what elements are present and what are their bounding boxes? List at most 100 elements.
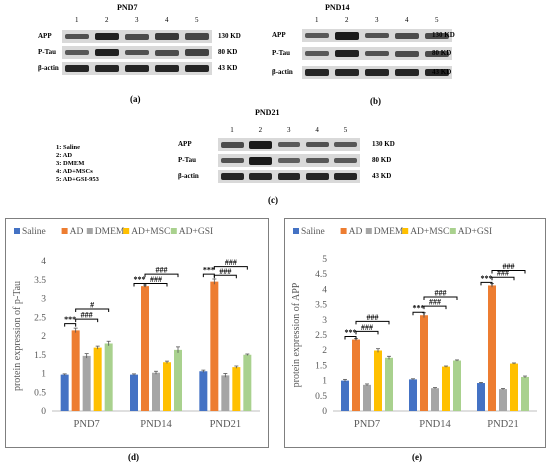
bar	[210, 281, 219, 411]
blot-band	[305, 32, 329, 39]
bar	[221, 375, 230, 411]
band-label: β-actin	[178, 172, 199, 180]
y-tick-label: 1	[41, 370, 46, 380]
blot-band	[425, 50, 449, 57]
significance-bracket	[144, 283, 168, 287]
key-item: 5: AD+GSI-953	[56, 176, 99, 183]
legend-label: AD	[349, 227, 363, 237]
legend-swatch	[123, 228, 130, 234]
significance-label: ***	[413, 304, 425, 313]
lane-number: 2	[345, 16, 349, 24]
y-tick-label: 3	[322, 316, 327, 326]
y-tick-label: 0	[322, 407, 327, 417]
legend-label: AD+GSI	[179, 227, 213, 237]
bar	[199, 371, 208, 411]
y-tick-label: 2	[41, 332, 46, 342]
y-tick-label: 2.5	[315, 331, 327, 341]
lane-number: 5	[195, 16, 199, 24]
legend-label: DMEM	[95, 227, 125, 237]
y-tick-label: 3.5	[315, 301, 327, 311]
kd-label: 80 KD	[372, 156, 392, 164]
lane-number: 3	[135, 16, 139, 24]
bar	[477, 383, 485, 411]
significance-label: ###	[435, 289, 447, 298]
lane-number: 3	[287, 126, 291, 134]
band-label: APP	[38, 32, 52, 40]
significance-label: ***	[64, 315, 76, 324]
panel-letter: (e)	[412, 452, 422, 462]
legend-label: AD+GSI	[458, 227, 492, 237]
bar	[60, 374, 69, 411]
significance-label: ###	[497, 269, 509, 278]
y-tick-label: 4	[41, 257, 46, 267]
chart-panel-app: Saline AD DMEM AD+MSC AD+GSI 0 0.5 1 1.5 2 2.5 3 3.5…	[284, 218, 546, 448]
bar	[363, 384, 371, 411]
significance-bracket	[480, 281, 493, 286]
panel-letter: (b)	[370, 96, 381, 106]
key-item: 3: DMEM	[56, 160, 85, 167]
blot-band	[306, 141, 329, 148]
legend-label: Saline	[22, 227, 46, 237]
kd-label: 130 KD	[372, 140, 395, 148]
x-tick-label: PND7	[354, 419, 380, 430]
significance-bracket	[75, 318, 99, 323]
blot-band	[185, 49, 209, 56]
y-tick-label: 1	[322, 377, 327, 387]
bar	[352, 339, 360, 411]
x-tick-label: PND14	[140, 419, 172, 430]
y-tick-label: 2.5	[34, 313, 46, 323]
x-tick-label: PND7	[74, 419, 100, 430]
blot-band	[306, 172, 329, 181]
band-label: P-Tau	[272, 49, 291, 57]
blot-panel-pnd7: PND7 1 2 3 4 5 APP 130 KD P-Tau 80 KD β-actin 43 K…	[0, 0, 260, 110]
significance-bracket	[491, 276, 515, 281]
y-tick-label: 3	[41, 295, 46, 305]
legend-swatch	[340, 228, 347, 234]
blot-band	[365, 50, 389, 57]
bar	[174, 349, 182, 411]
x-tick-label: PND21	[487, 419, 519, 430]
significance-bracket	[75, 308, 110, 312]
blot-band	[185, 64, 209, 73]
blot-band	[277, 141, 301, 148]
significance-label: ***	[134, 275, 146, 284]
blot-band	[277, 157, 301, 164]
blot-band	[395, 32, 419, 39]
blot-band	[185, 33, 209, 40]
kd-label: 43 KD	[432, 68, 452, 76]
bar	[385, 357, 393, 411]
significance-label: ###	[225, 258, 237, 267]
blot-band	[249, 156, 272, 165]
y-tick-label: 1.5	[34, 351, 46, 361]
blot-band	[425, 68, 449, 77]
blot-band	[95, 64, 119, 73]
legend-swatch	[402, 228, 409, 234]
blot-title: PND14	[325, 3, 350, 12]
legend-swatch	[449, 228, 456, 234]
blot-band	[95, 48, 119, 57]
legend-label: Saline	[301, 227, 325, 237]
significance-bracket	[355, 330, 379, 335]
blot-panel-pnd21: PND21 1 2 3 4 5 APP 130 KD P-Tau 80 KD β-actin 43 …	[0, 108, 550, 210]
key-item: 1: Saline	[56, 144, 81, 151]
legend-swatch	[365, 228, 372, 234]
significance-bracket	[213, 274, 237, 279]
lane-number: 4	[165, 16, 169, 24]
bar	[93, 347, 102, 411]
bar	[488, 285, 496, 411]
band-label: β-actin	[272, 68, 293, 76]
bar	[104, 343, 113, 411]
y-tick-label: 1.5	[315, 361, 327, 371]
blot-band	[155, 33, 179, 40]
blot-band	[425, 32, 449, 39]
bar	[341, 380, 349, 411]
bar	[521, 376, 529, 411]
panel-letter: (c)	[268, 195, 278, 205]
blot-band	[395, 50, 419, 57]
bar	[374, 350, 382, 411]
blot-band	[335, 68, 359, 77]
legend-swatch	[293, 228, 299, 234]
blot-band	[365, 68, 389, 77]
significance-label: ###	[361, 323, 373, 332]
band-label: β-actin	[38, 64, 59, 72]
